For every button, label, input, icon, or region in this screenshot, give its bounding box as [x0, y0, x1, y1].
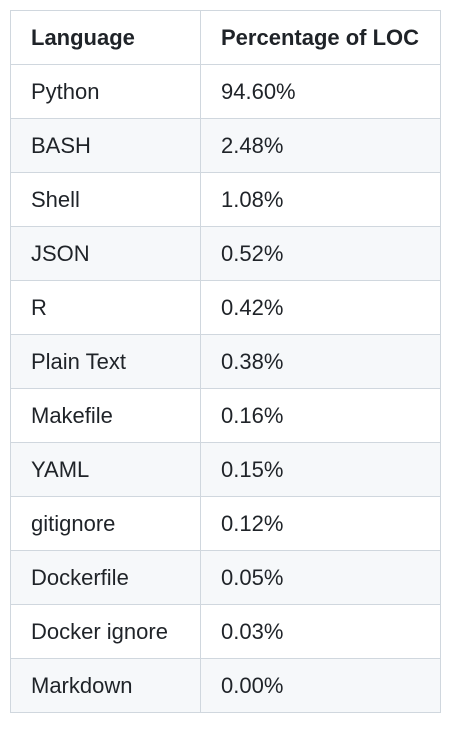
table-row: R 0.42% [10, 280, 441, 335]
percentage-cell: 0.42% [200, 280, 441, 335]
percentage-cell: 0.05% [200, 550, 441, 605]
language-cell: Dockerfile [10, 550, 201, 605]
table-row: Docker ignore 0.03% [10, 604, 441, 659]
table-row: BASH 2.48% [10, 118, 441, 173]
language-loc-table: Language Percentage of LOC Python 94.60%… [10, 10, 441, 713]
percentage-cell: 1.08% [200, 172, 441, 227]
language-cell: Shell [10, 172, 201, 227]
table-row: Shell 1.08% [10, 172, 441, 227]
percentage-cell: 0.00% [200, 658, 441, 713]
percentage-cell: 0.16% [200, 388, 441, 443]
table-row: Python 94.60% [10, 64, 441, 119]
language-cell: JSON [10, 226, 201, 281]
language-cell: R [10, 280, 201, 335]
language-cell: gitignore [10, 496, 201, 551]
table-row: gitignore 0.12% [10, 496, 441, 551]
table-row: JSON 0.52% [10, 226, 441, 281]
language-cell: Python [10, 64, 201, 119]
percentage-cell: 0.15% [200, 442, 441, 497]
percentage-cell: 94.60% [200, 64, 441, 119]
table-body: Python 94.60% BASH 2.48% Shell 1.08% JSO… [10, 64, 441, 713]
language-cell: YAML [10, 442, 201, 497]
table-header: Language Percentage of LOC [10, 10, 441, 65]
language-cell: BASH [10, 118, 201, 173]
header-row: Language Percentage of LOC [10, 10, 441, 65]
percentage-cell: 2.48% [200, 118, 441, 173]
language-cell: Markdown [10, 658, 201, 713]
table-row: Dockerfile 0.05% [10, 550, 441, 605]
table-row: Plain Text 0.38% [10, 334, 441, 389]
language-cell: Makefile [10, 388, 201, 443]
percentage-cell: 0.12% [200, 496, 441, 551]
language-cell: Docker ignore [10, 604, 201, 659]
table-row: YAML 0.15% [10, 442, 441, 497]
header-percentage: Percentage of LOC [200, 10, 441, 65]
header-language: Language [10, 10, 201, 65]
table-row: Markdown 0.00% [10, 658, 441, 713]
percentage-cell: 0.52% [200, 226, 441, 281]
percentage-cell: 0.03% [200, 604, 441, 659]
percentage-cell: 0.38% [200, 334, 441, 389]
language-cell: Plain Text [10, 334, 201, 389]
table-row: Makefile 0.16% [10, 388, 441, 443]
